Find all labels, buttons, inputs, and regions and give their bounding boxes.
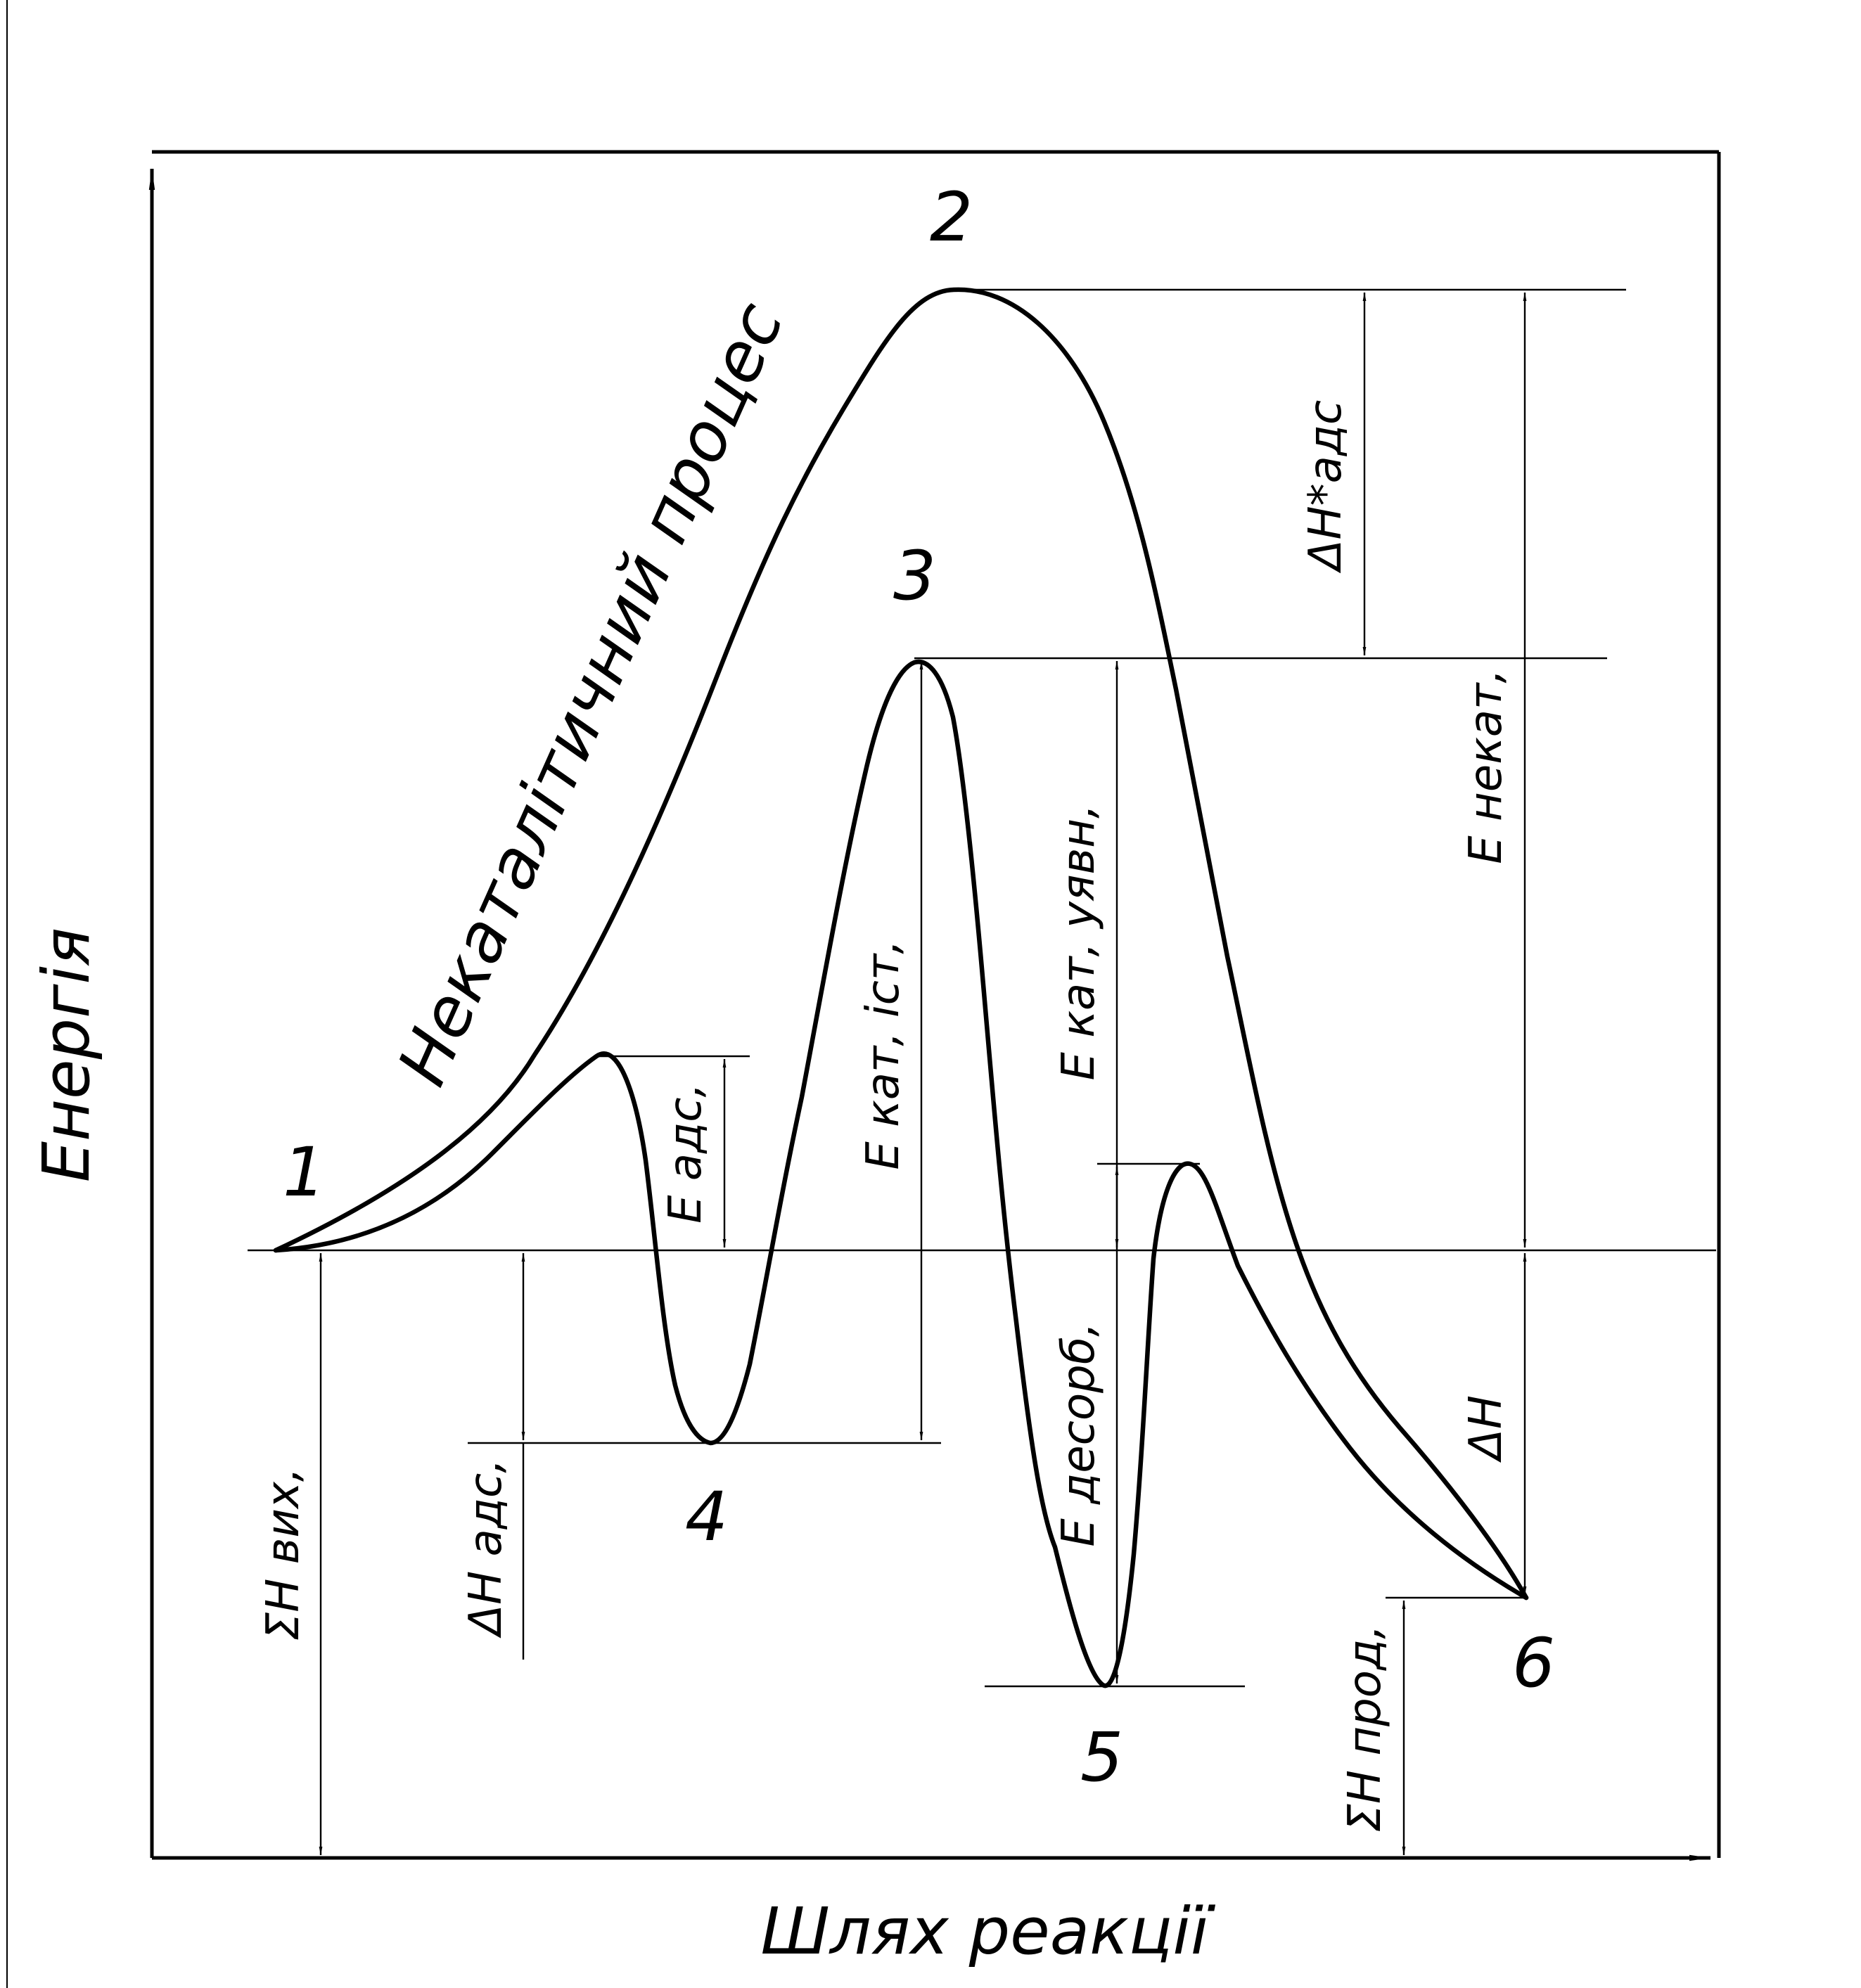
- uncatalyzed-curve-label: Некаталітичний процес: [383, 291, 799, 1096]
- sum-h-prod-label: ΣH прод,: [1339, 1624, 1391, 1832]
- e-ads-label: E адс,: [660, 1083, 712, 1224]
- point-3-label: 3: [893, 537, 936, 615]
- e-kat-uyavn-label: E кат, уявн,: [1053, 804, 1105, 1081]
- reference-lines: [248, 288, 1716, 1688]
- dh-label: ΔH: [1460, 1395, 1512, 1463]
- dimension-arrows: [319, 293, 1527, 1855]
- e-nekat-label: E некат,: [1460, 669, 1512, 864]
- point-labels: 1 2 3 4 5 6: [283, 178, 1555, 1797]
- point-1-label: 1: [283, 1133, 326, 1212]
- point-5-label: 5: [1080, 1718, 1123, 1797]
- dimension-labels: ΔH*адс E некат, E кат, уявн, E кат, іст,…: [257, 400, 1512, 1833]
- curves: [273, 287, 1529, 1688]
- uncatalyzed-curve: [273, 287, 1529, 1601]
- point-2-label: 2: [930, 178, 973, 257]
- y-axis-title: Енергія: [29, 928, 104, 1183]
- sum-h-vyh-label: ΣH вих,: [257, 1468, 309, 1641]
- x-axis-title: Шлях реакції: [761, 1894, 1216, 1969]
- catalyzed-curve: [273, 659, 1529, 1688]
- axes-frame: [148, 150, 1721, 1861]
- e-desorb-label: E десорб,: [1053, 1322, 1105, 1546]
- point-6-label: 6: [1512, 1624, 1555, 1702]
- dh-ads-label: ΔH адс,: [460, 1458, 512, 1639]
- dh-ads-star-label: ΔH*адс: [1300, 400, 1352, 575]
- point-4-label: 4: [685, 1477, 728, 1556]
- e-kat-ist-label: E кат, іст,: [857, 940, 909, 1169]
